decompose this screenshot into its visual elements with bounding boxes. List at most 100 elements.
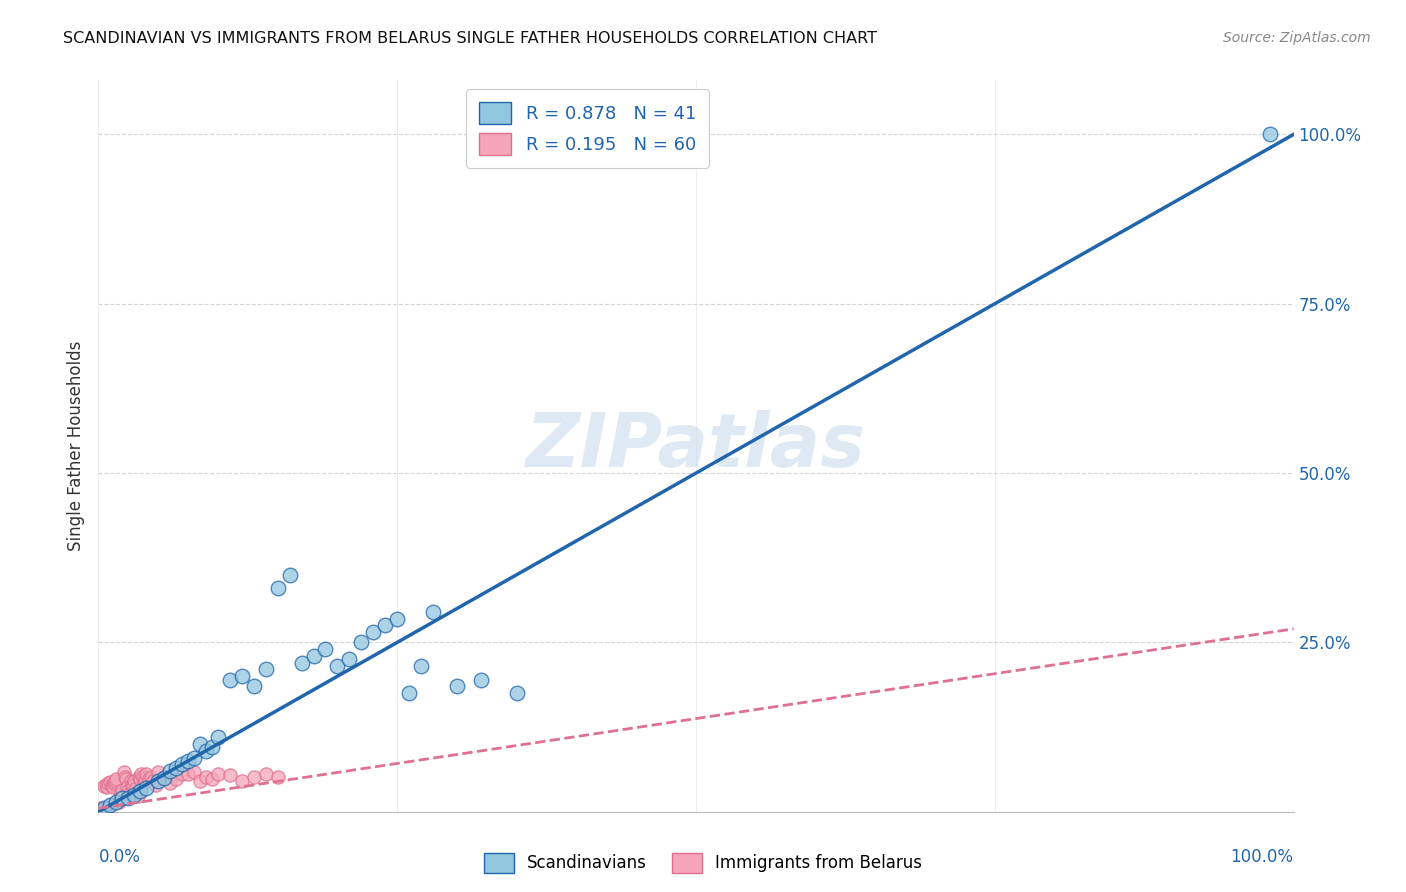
Point [107,795,129,809]
Point [350,635,373,649]
Point [219,673,242,687]
Point [91,803,114,817]
Point [122,779,145,793]
Point [165,772,187,787]
Text: 0.0%: 0.0% [98,848,141,866]
Point [104,773,127,788]
Point [188,737,211,751]
Point [103,775,125,789]
Point [374,618,396,632]
Point [132,775,155,789]
Point [195,770,218,784]
Point [105,772,128,787]
Point [195,744,218,758]
Point [105,795,128,809]
Legend: R = 0.878   N = 41, R = 0.195   N = 60: R = 0.878 N = 41, R = 0.195 N = 60 [465,89,709,168]
Point [207,730,229,744]
Point [111,791,134,805]
Point [90,801,112,815]
Point [267,770,290,784]
Point [153,770,176,784]
Point [177,754,200,768]
Point [172,766,194,780]
Point [93,779,115,793]
Point [96,780,118,795]
Point [243,680,266,694]
Point [172,757,194,772]
Text: SCANDINAVIAN VS IMMIGRANTS FROM BELARUS SINGLE FATHER HOUSEHOLDS CORRELATION CHA: SCANDINAVIAN VS IMMIGRANTS FROM BELARUS … [63,31,877,46]
Point [129,784,152,798]
Point [243,770,266,784]
Point [254,766,277,780]
Point [127,789,149,804]
Y-axis label: Single Father Households: Single Father Households [66,341,84,551]
Point [135,780,157,795]
Point [142,773,165,788]
Point [177,767,200,781]
Point [112,765,135,780]
Point [110,786,132,800]
Point [100,778,122,792]
Point [98,799,121,814]
Point [117,791,139,805]
Point [148,765,170,780]
Point [145,778,167,792]
Point [207,766,229,780]
Point [115,772,138,787]
Point [446,680,468,694]
Point [97,776,120,790]
Point [131,770,153,784]
Point [117,784,139,798]
Point [326,659,349,673]
Point [124,788,146,802]
Point [107,792,129,806]
Point [124,773,146,788]
Point [398,686,420,700]
Point [1258,128,1281,142]
Point [114,770,136,784]
Point [188,773,211,788]
Point [94,778,117,792]
Point [506,686,529,700]
Point [153,771,176,785]
Point [339,652,361,666]
Point [89,803,111,817]
Point [98,797,122,812]
Point [134,772,156,787]
Point [128,770,150,784]
Point [159,764,181,778]
Legend: Scandinavians, Immigrants from Belarus: Scandinavians, Immigrants from Belarus [477,847,929,880]
Point [120,773,142,788]
Point [129,772,152,787]
Point [422,605,444,619]
Point [183,750,205,764]
Point [93,801,115,815]
Point [111,783,134,797]
Point [138,772,160,787]
Point [302,648,325,663]
Point [267,581,290,595]
Point [183,765,205,780]
Point [231,669,253,683]
Point [385,612,409,626]
Point [159,775,181,789]
Text: 100.0%: 100.0% [1230,848,1294,866]
Point [315,642,337,657]
Point [148,774,170,789]
Text: ZIPatlas: ZIPatlas [526,409,866,483]
Point [101,780,124,794]
Text: Source: ZipAtlas.com: Source: ZipAtlas.com [1223,31,1371,45]
Point [231,773,253,788]
Point [363,625,385,640]
Point [115,780,138,795]
Point [125,786,148,800]
Point [411,659,433,673]
Point [124,782,146,797]
Point [139,770,162,784]
Point [201,740,224,755]
Point [118,787,141,801]
Point [278,567,301,582]
Point [131,766,153,780]
Point [98,775,122,789]
Point [291,656,314,670]
